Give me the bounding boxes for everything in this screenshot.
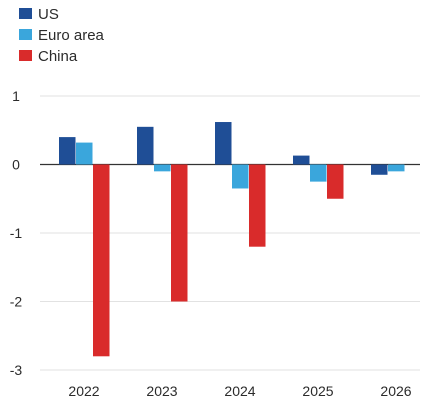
legend-swatch-2 [19, 50, 32, 61]
bar-us-2022 [59, 137, 76, 165]
bar-euro-area-2022 [76, 142, 93, 165]
bar-china-2022 [93, 164, 110, 357]
y-tick-label: -3 [10, 362, 23, 378]
bar-euro-area-2026 [388, 164, 405, 172]
bar-us-2025 [293, 155, 310, 165]
bar-china-2025 [327, 164, 344, 199]
y-axis-ticks: 1 0 -1 -2 -3 [10, 88, 23, 378]
bar-euro-area-2024 [232, 164, 249, 189]
legend-swatch-1 [19, 29, 32, 40]
y-tick-label: -1 [10, 225, 23, 241]
bar-us-2023 [137, 126, 154, 165]
x-axis-ticks: 2022 2023 2024 2025 2026 [68, 383, 411, 399]
bar-us-2024 [215, 122, 232, 165]
x-tick-label: 2023 [146, 383, 177, 399]
y-tick-label: 0 [12, 157, 20, 173]
legend-label-0: US [38, 6, 59, 23]
bar-us-2026 [371, 164, 388, 175]
bar-euro-area-2025 [310, 164, 327, 182]
x-tick-label: 2025 [302, 383, 333, 399]
y-tick-label: -2 [10, 294, 23, 310]
x-tick-label: 2024 [224, 383, 255, 399]
legend-label-1: Euro area [38, 27, 105, 44]
chart-bars [59, 122, 405, 357]
y-tick-label: 1 [12, 88, 20, 104]
bar-euro-area-2023 [154, 164, 171, 172]
bar-china-2024 [249, 164, 266, 247]
legend-label-2: China [38, 48, 78, 65]
legend-swatch-0 [19, 8, 32, 19]
x-tick-label: 2026 [380, 383, 411, 399]
bar-china-2023 [171, 164, 188, 302]
x-tick-label: 2022 [68, 383, 99, 399]
chart-legend: US Euro area China [19, 6, 105, 65]
